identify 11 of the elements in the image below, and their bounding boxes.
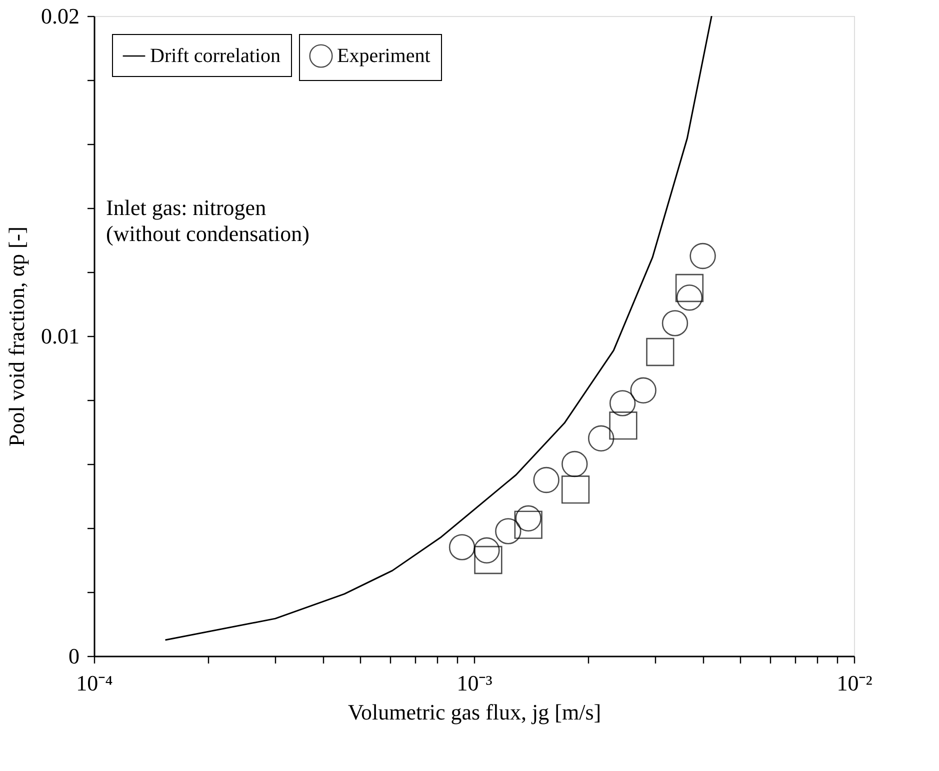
y-axis-title: Pool void fraction, αp [-] xyxy=(4,226,29,446)
x-tick-label: 10⁻³ xyxy=(456,670,493,696)
x-tick-label: 10⁻² xyxy=(836,670,873,696)
y-tick-label: 0.02 xyxy=(41,4,80,28)
x-tick-label: 10⁻⁴ xyxy=(76,670,114,696)
x-axis-title: Volumetric gas flux, jg [m/s] xyxy=(348,700,602,724)
legend-label: Drift correlation xyxy=(150,45,280,67)
legend-label: Experiment xyxy=(337,45,431,67)
annotation: Inlet gas: nitrogen (without condensation) xyxy=(106,195,310,246)
y-tick-label: 0.01 xyxy=(41,324,80,348)
y-tick-label: 0 xyxy=(68,644,80,668)
